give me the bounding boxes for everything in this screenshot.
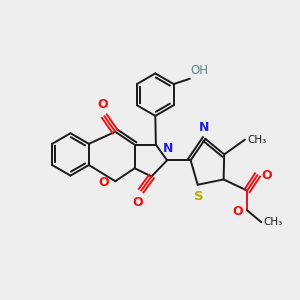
Text: CH₃: CH₃ (264, 217, 283, 227)
Text: O: O (98, 176, 109, 189)
Text: O: O (98, 98, 108, 111)
Text: OH: OH (191, 64, 209, 77)
Text: N: N (199, 121, 209, 134)
Text: S: S (194, 190, 204, 203)
Text: O: O (132, 196, 143, 209)
Text: CH₃: CH₃ (247, 135, 266, 145)
Text: O: O (261, 169, 272, 182)
Text: O: O (232, 205, 243, 218)
Text: N: N (163, 142, 173, 155)
